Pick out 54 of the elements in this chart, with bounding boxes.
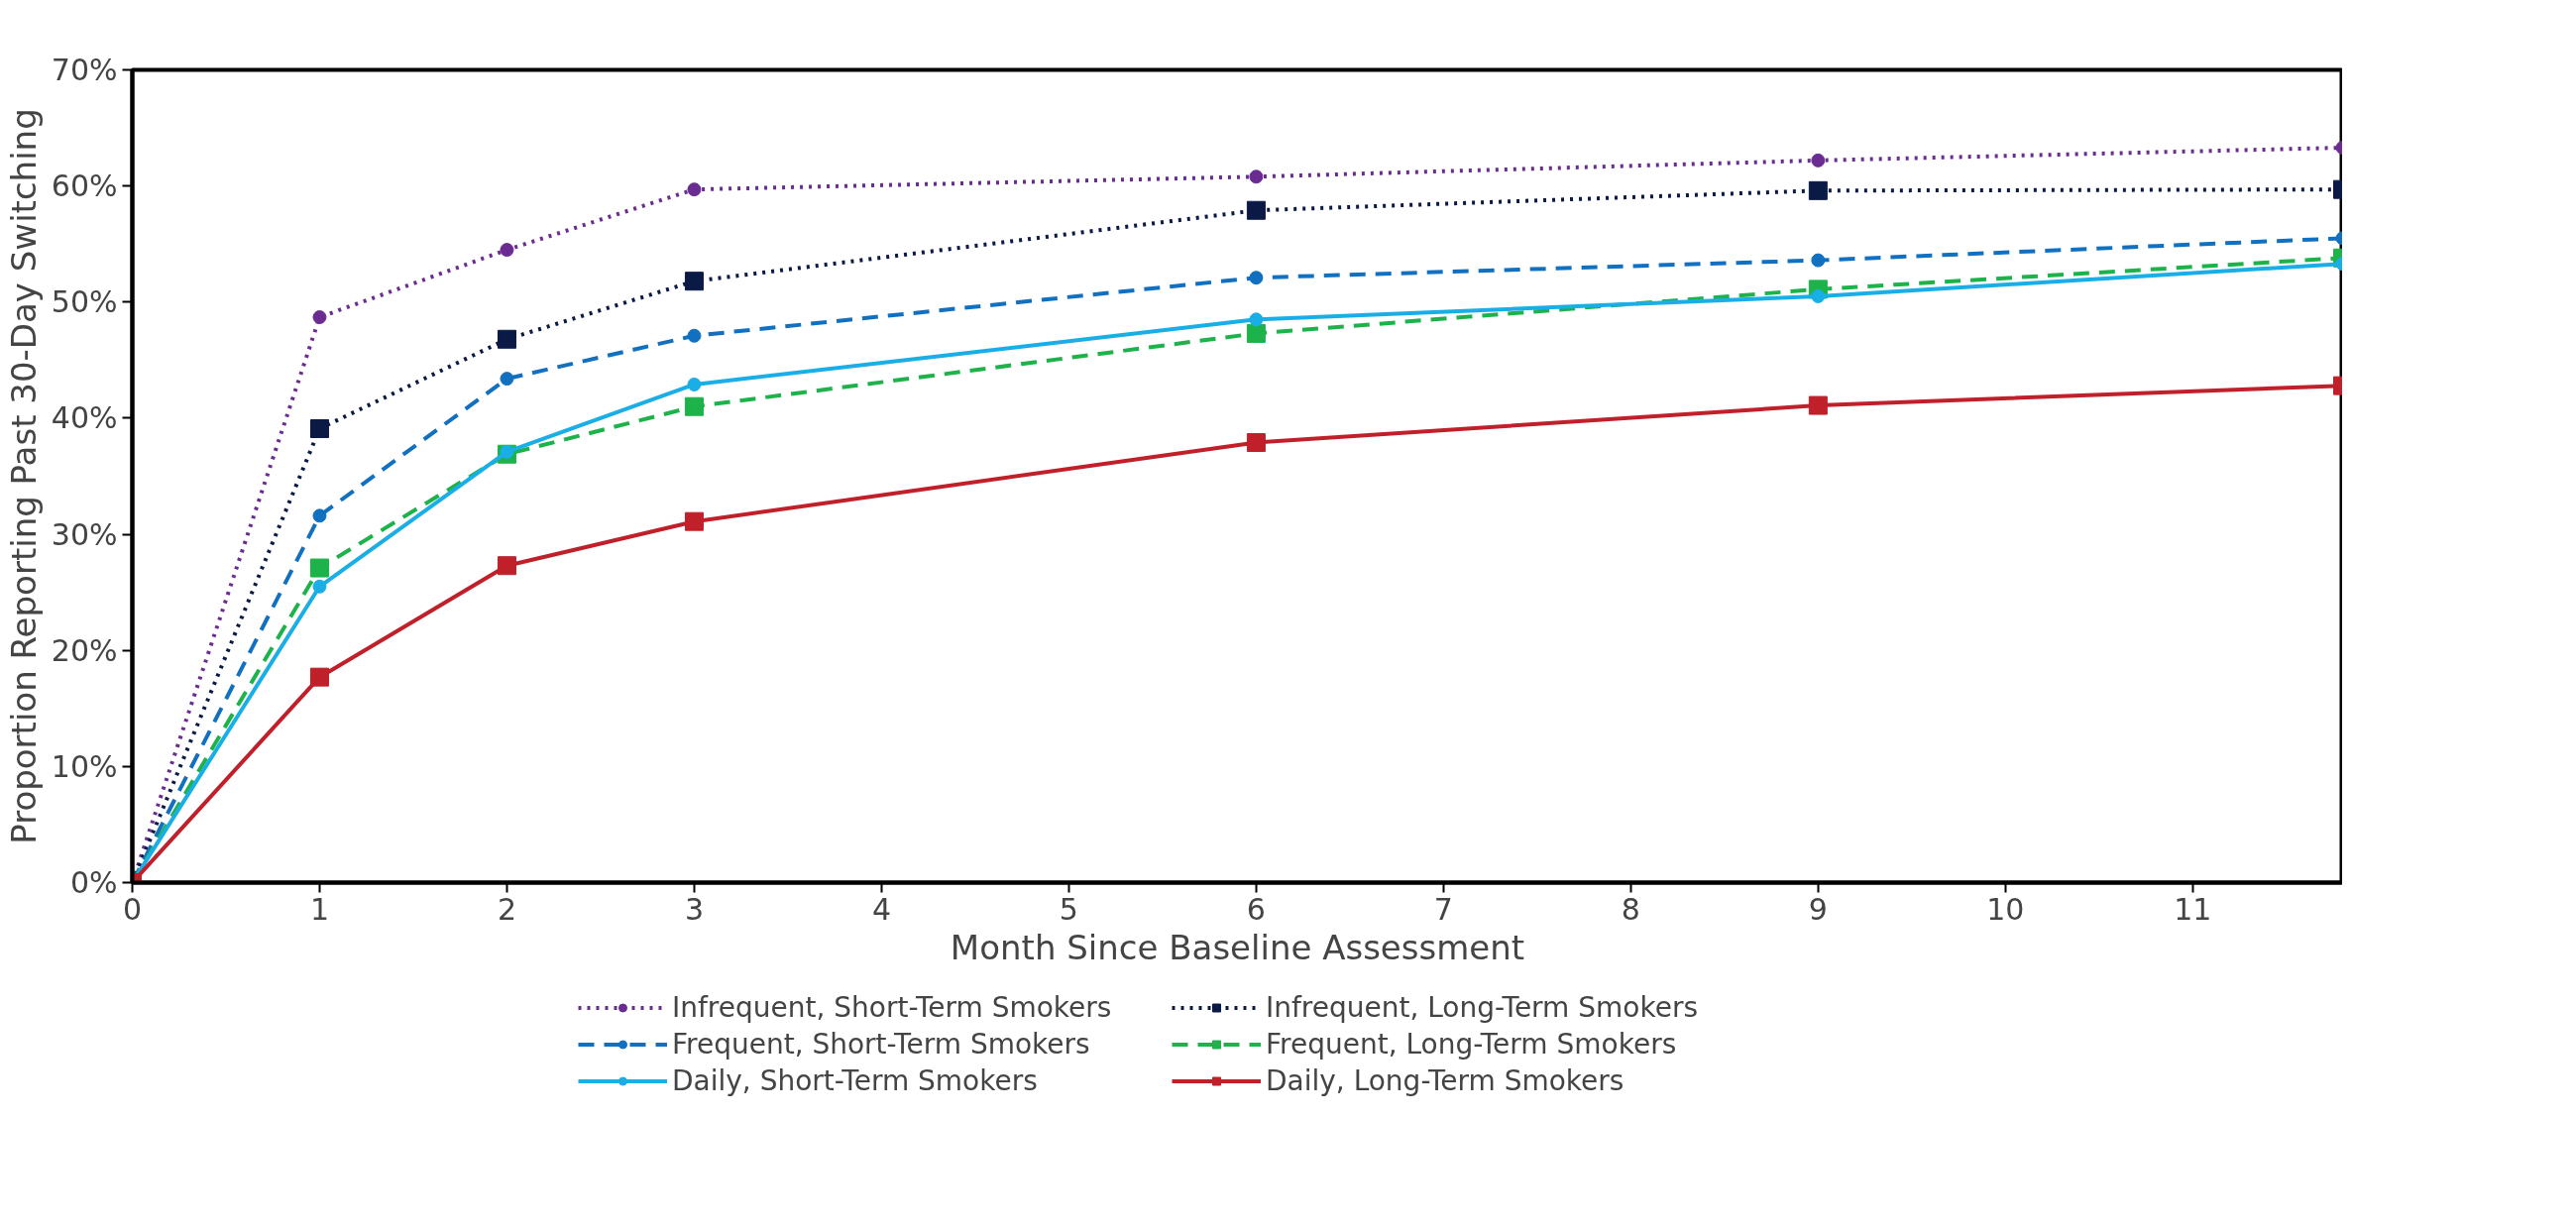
point: [497, 329, 516, 349]
y-tick-label: 0%: [69, 865, 118, 900]
x-tick-label: 7: [1433, 891, 1453, 927]
point: [1249, 169, 1264, 184]
legend-label: Daily, Short-Term Smokers: [671, 1063, 1039, 1097]
x-tick-label: 9: [1808, 891, 1828, 927]
x-tick-label: 5: [1059, 891, 1078, 927]
x-tick-label: 2: [497, 891, 517, 927]
point: [1246, 323, 1266, 343]
point: [309, 558, 329, 578]
y-tick-label: 10%: [51, 748, 118, 784]
point: [309, 418, 329, 438]
point: [500, 372, 514, 387]
point: [312, 508, 327, 523]
y-tick-label: 50%: [51, 284, 118, 320]
legend-label: Daily, Long-Term Smokers: [1265, 1063, 1625, 1097]
point: [1811, 253, 1826, 268]
legend-label: Frequent, Short-Term Smokers: [671, 1027, 1091, 1061]
y-tick-label: 20%: [51, 632, 118, 668]
point: [309, 667, 329, 687]
point: [312, 579, 327, 594]
x-tick-label: 6: [1246, 891, 1266, 927]
point: [1246, 433, 1266, 453]
x-tick-label: 1: [309, 891, 330, 927]
point: [1249, 312, 1264, 327]
y-tick-label: 40%: [51, 400, 118, 436]
point: [1808, 180, 1828, 200]
y-tick-label: 70%: [51, 53, 118, 87]
point: [684, 272, 704, 291]
legend-label: Infrequent, Short-Term Smokers: [671, 990, 1113, 1024]
point: [687, 377, 702, 391]
point: [687, 328, 702, 343]
y-tick-label: 30%: [51, 516, 118, 552]
x-tick-label: 8: [1621, 891, 1640, 927]
point: [497, 556, 516, 576]
point: [1249, 271, 1264, 285]
point: [687, 182, 702, 197]
x-tick-label: 3: [684, 891, 704, 927]
y-tick-label: 60%: [51, 168, 118, 204]
point: [684, 511, 704, 531]
x-tick-label: 0: [122, 891, 143, 927]
point: [500, 243, 514, 258]
point: [312, 310, 327, 324]
x-tick-label: 4: [871, 891, 891, 927]
legend-label: Frequent, Long-Term Smokers: [1265, 1027, 1678, 1061]
point: [1246, 200, 1266, 220]
legend-label: Infrequent, Long-Term Smokers: [1265, 990, 1700, 1024]
point: [1808, 395, 1828, 415]
x-tick-label: 10: [1986, 891, 2025, 927]
x-tick-label: 11: [2174, 891, 2212, 927]
y-axis-title: Proportion Reporting Past 30-Day Switching: [3, 108, 44, 844]
x-axis-title: Month Since Baseline Assessment: [950, 927, 1525, 967]
point: [1811, 153, 1826, 168]
point: [684, 396, 704, 416]
